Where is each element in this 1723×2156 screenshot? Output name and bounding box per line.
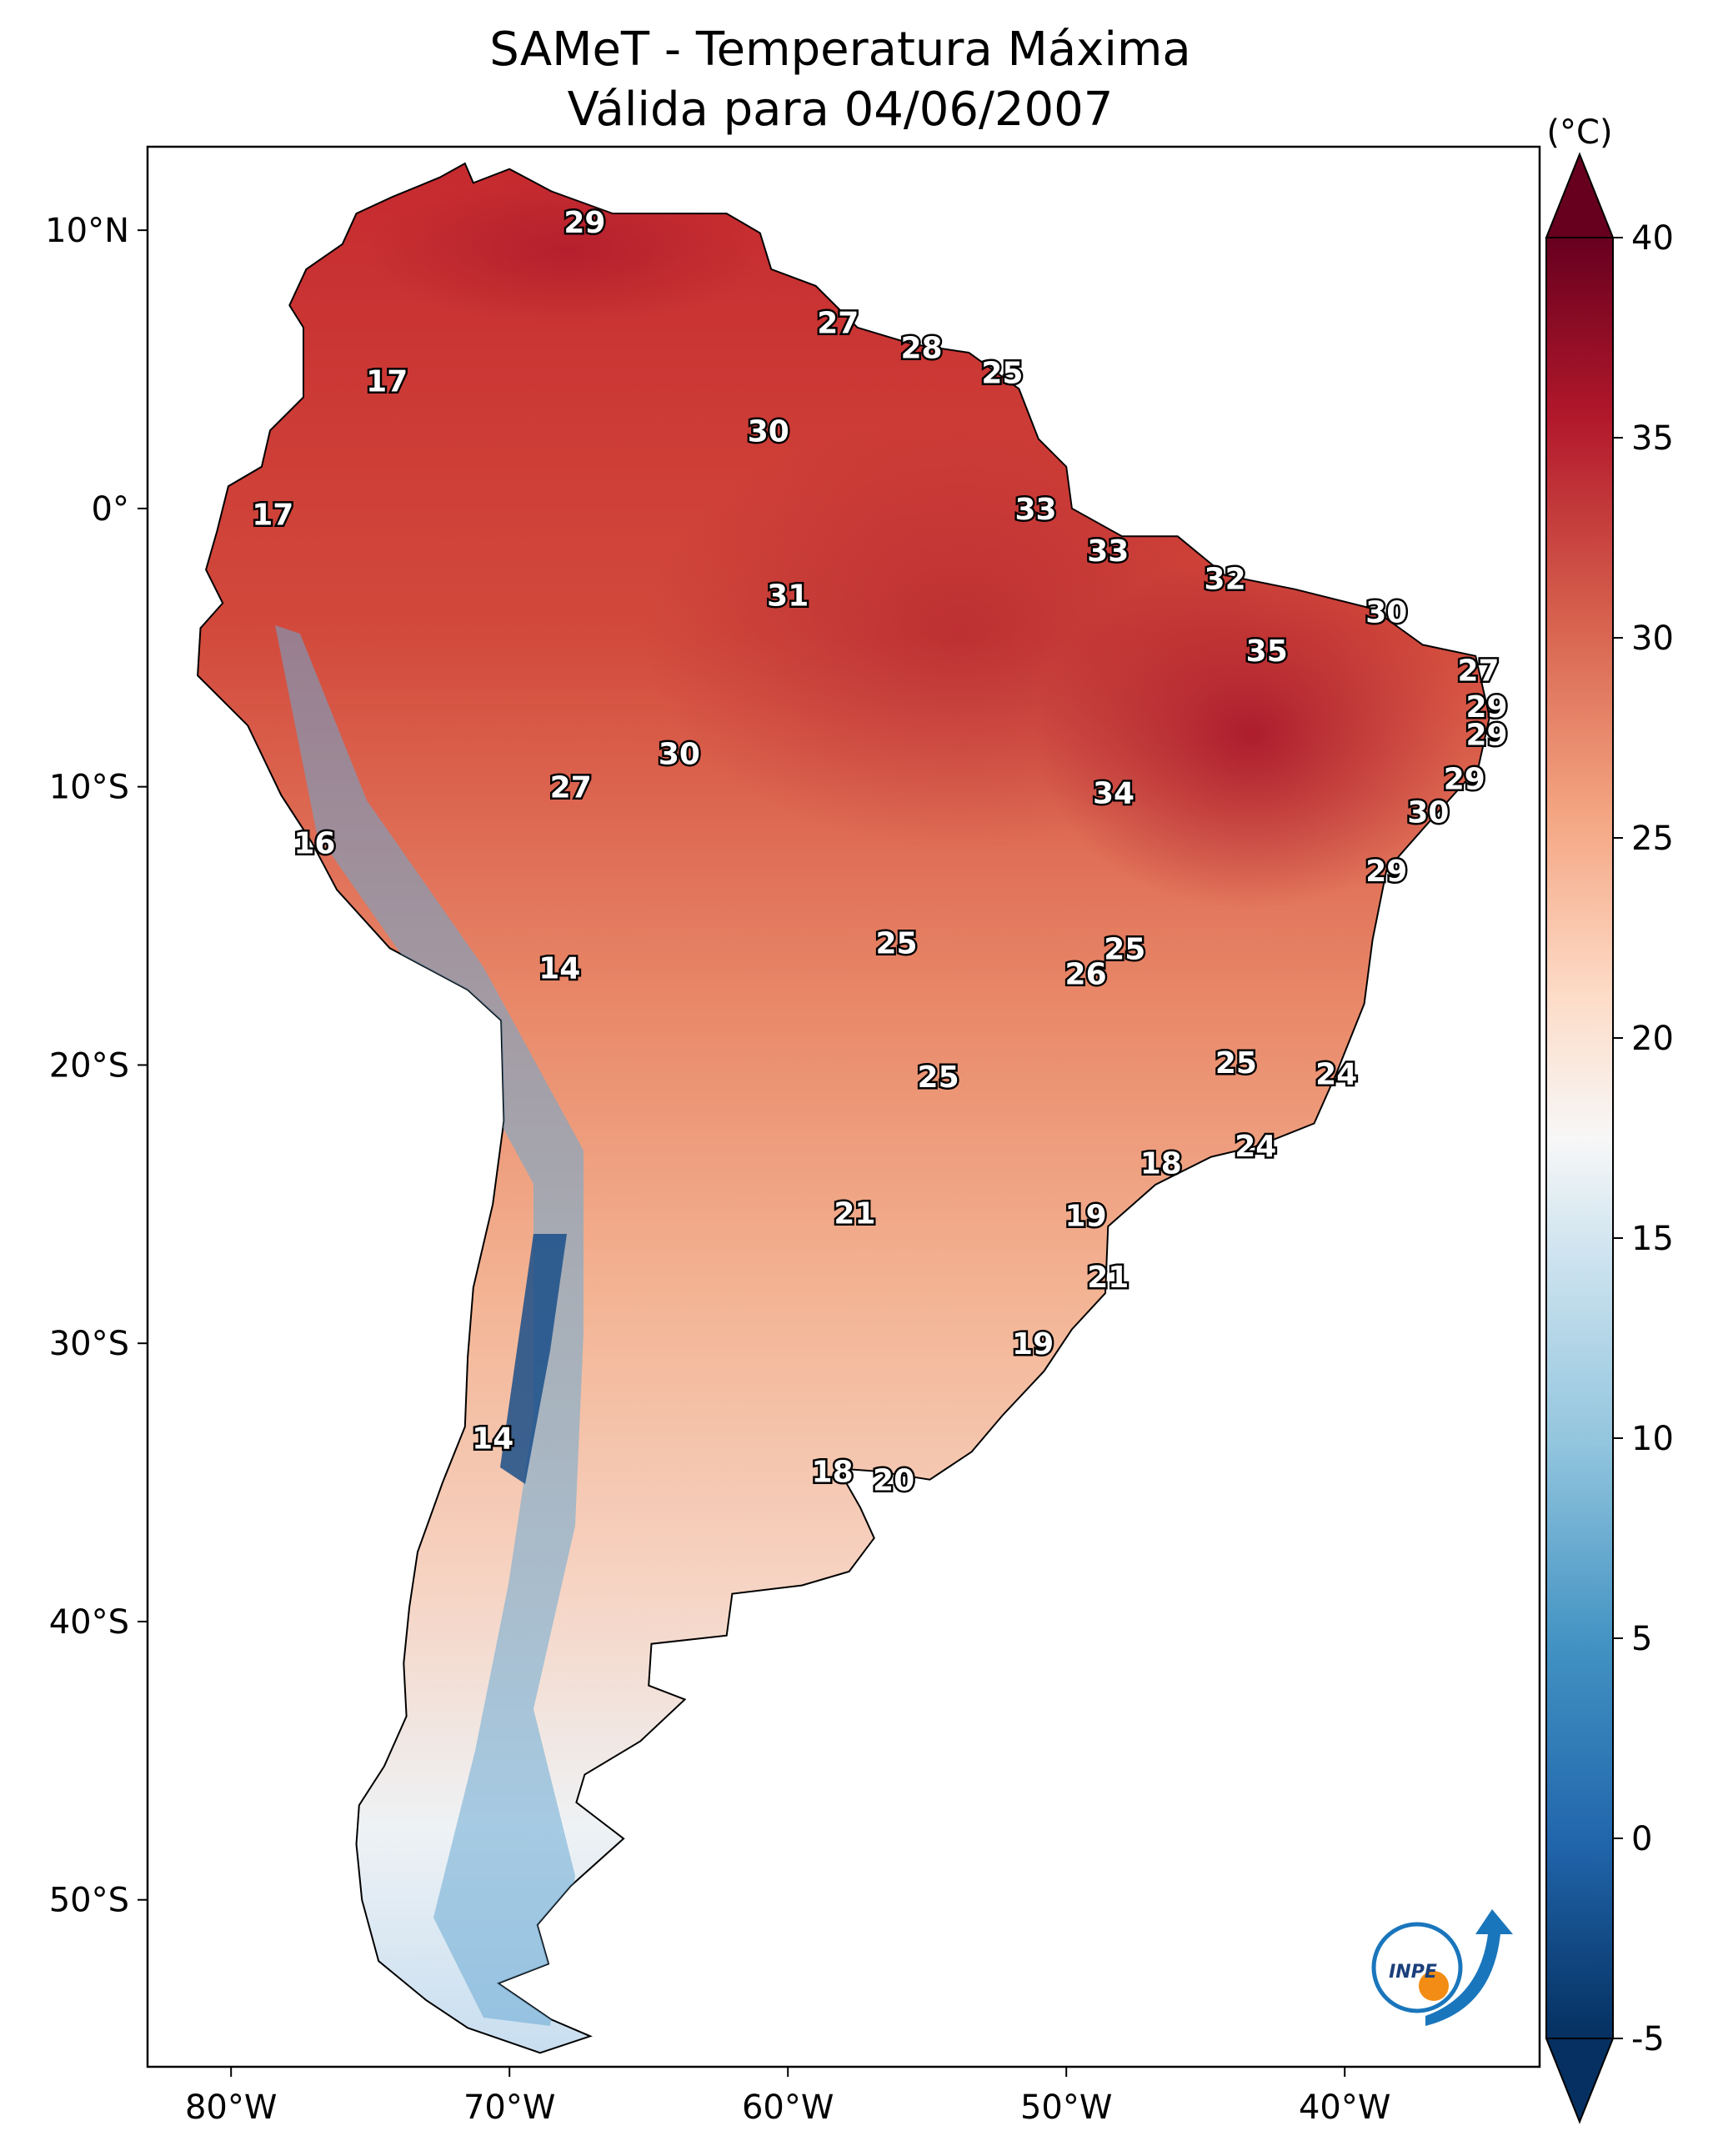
colorbar-tick-label: 25 [1631,820,1674,858]
station-value-label: 30 [659,738,700,772]
station-value-label: 21 [1087,1261,1129,1295]
colorbar-tick-label: 10 [1631,1420,1674,1458]
land-temperature-field [197,162,1490,2054]
station-value-label: 32 [1205,562,1246,596]
lat-tick-label: 40°S [49,1603,129,1642]
station-value-label: 29 [1465,690,1507,725]
lat-tick-label: 10°N [45,212,129,250]
station-value-label: 26 [1065,957,1107,991]
inpe-logo: INPE [1371,1909,1513,2026]
map-title-line2: Válida para 04/06/2007 [568,83,1114,137]
station-value-label: 14 [472,1422,513,1457]
lon-tick-label: 40°W [1299,2088,1390,2127]
colorbar-tick-label: 15 [1631,1220,1674,1258]
station-value-label: 29 [563,206,605,240]
station-value-label: 33 [1014,493,1056,527]
station-value-label: 19 [1012,1327,1054,1361]
colorbar-ticks: 40 35 30 25 20 15 10 5 0 -5 [1613,219,1674,2058]
station-value-label: 24 [1315,1057,1357,1091]
colorbar-tick-label: -5 [1631,2020,1665,2058]
station-value-label: 34 [1093,776,1134,810]
station-value-label: 25 [981,356,1023,390]
lon-tick-label: 60°W [742,2088,834,2127]
station-value-label: 29 [1465,718,1507,752]
map-frame [146,145,1541,2068]
lat-tick-label: 30°S [49,1325,129,1363]
colorbar-tick-label: 5 [1631,1620,1652,1658]
station-value-label: 33 [1087,534,1129,569]
station-value-label: 30 [748,414,789,449]
station-value-label: 29 [1444,763,1485,797]
station-value-label: 27 [1457,654,1499,689]
logo-ring [1371,1922,1463,2013]
station-value-label: 18 [1140,1146,1182,1181]
station-value-label: 25 [1104,932,1145,966]
colorbar-body [1545,237,1614,2039]
colorbar-tick-label: 20 [1631,1020,1674,1058]
station-value-label: 25 [1215,1046,1257,1081]
andes-cold-core [500,1234,567,1484]
station-value-label: 35 [1246,634,1288,669]
station-value-label: 31 [767,579,809,613]
colorbar-tick-label: 35 [1631,419,1674,458]
station-value-label: 27 [817,306,859,340]
station-value-label: 20 [873,1464,914,1498]
station-value-label: 24 [1235,1130,1276,1164]
colorbar-unit-label: (°C) [1546,113,1612,152]
station-value-label: 29 [1365,855,1407,889]
station-value-label: 28 [900,331,942,365]
station-value-label: 21 [834,1196,875,1231]
lon-tick-label: 70°W [463,2088,555,2127]
andes-cold-band [275,625,584,2026]
station-value-label: 18 [812,1456,854,1490]
colorbar-tick-label: 30 [1631,619,1674,658]
logo-swoosh [1425,1909,1513,2026]
station-value-label: 30 [1407,796,1449,830]
map-title-line1: SAMeT - Temperatura Máxima [489,23,1191,77]
colorbar: (°C) 40 35 30 25 20 15 10 5 0 -5 [1545,113,1674,2124]
station-value-label: 16 [293,826,335,860]
map-area [146,145,1541,2068]
latitude-ticks: 10°N 0° 10°S 20°S 30°S 40°S 50°S [45,212,148,1920]
lat-tick-label: 20°S [49,1046,129,1085]
lon-tick-label: 50°W [1020,2088,1112,2127]
station-value-label: 30 [1365,595,1407,629]
longitude-ticks: 80°W 70°W 60°W 50°W 40°W [185,2067,1390,2127]
station-value-label: 14 [538,952,580,986]
station-value-label: 19 [1065,1200,1107,1234]
station-value-label: 25 [918,1060,959,1095]
station-value-label: 17 [366,364,408,399]
lon-tick-label: 80°W [185,2088,277,2127]
colorbar-tick-label: 40 [1631,219,1674,258]
lat-tick-label: 10°S [49,769,129,807]
logo-text: INPE [1389,1962,1437,1983]
station-value-label: 27 [550,771,592,805]
colorbar-extend-bottom [1545,2038,1615,2124]
lat-tick-label: 0° [92,490,129,529]
station-value-label: 25 [875,927,917,961]
logo-sun [1419,1971,1449,2001]
station-value-label: 17 [252,499,293,533]
colorbar-tick-label: 0 [1631,1820,1652,1858]
colorbar-extend-top [1545,152,1615,238]
lat-tick-label: 50°S [49,1882,129,1920]
